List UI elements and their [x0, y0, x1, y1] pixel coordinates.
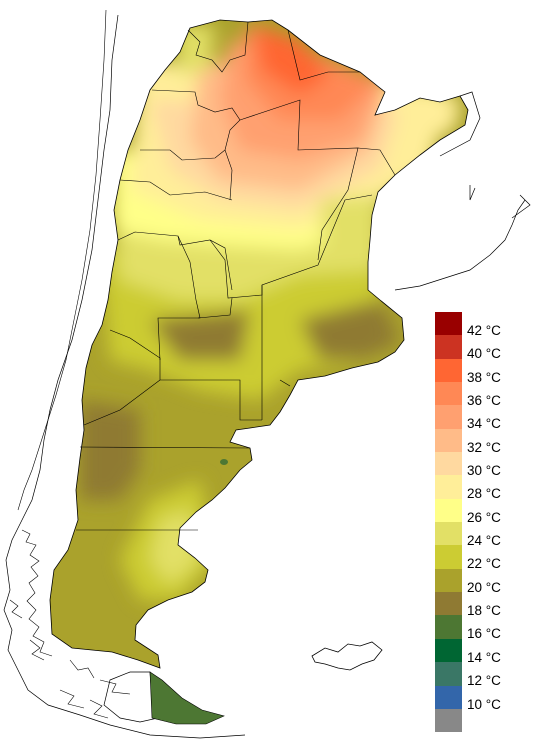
- legend-item: 30 °C: [435, 452, 535, 479]
- legend-swatch: [435, 312, 462, 336]
- tierra-del-fuego-fill: [149, 671, 225, 725]
- legend-label: 28 °C: [467, 486, 501, 502]
- legend-item: 42 °C: [435, 312, 535, 338]
- legend-item: 24 °C: [435, 522, 535, 549]
- legend-swatch: [435, 592, 462, 616]
- legend-label: 34 °C: [467, 416, 501, 432]
- legend-swatch: [435, 615, 462, 639]
- legend-swatch: [435, 638, 462, 663]
- uruguay-outline: [394, 185, 531, 291]
- legend-swatch: [435, 545, 462, 569]
- temp-zone-26-mesopotamia: [320, 195, 375, 260]
- temp-zone-28-misiones: [420, 98, 462, 140]
- legend-swatch: [435, 568, 462, 593]
- legend-item: 38 °C: [435, 358, 535, 385]
- legend-label: 42 °C: [467, 323, 501, 338]
- chile-islands: [9, 529, 131, 719]
- legend-label: 12 °C: [467, 673, 501, 689]
- tierra-del-fuego-outline: [103, 671, 159, 723]
- legend-swatch: [435, 452, 462, 476]
- legend-swatch: [435, 335, 462, 359]
- legend-swatch: [435, 475, 462, 499]
- legend-swatch: [435, 382, 462, 406]
- legend-label: 16 °C: [467, 626, 501, 642]
- temp-zone-18: [80, 400, 140, 500]
- legend-label: 18 °C: [467, 603, 501, 619]
- brazil-outline: [439, 91, 481, 157]
- legend-label: 26 °C: [467, 509, 501, 525]
- legend-item: 32 °C: [435, 428, 535, 455]
- legend-item: 26 °C: [435, 498, 535, 525]
- temp-zone-18b: [300, 300, 400, 360]
- legend-swatch: [435, 708, 462, 733]
- legend-swatch: [435, 428, 462, 453]
- temperature-legend: 42 °C 40 °C 38 °C 36 °C 34 °C 32 °C 30 °C 28 °C…: [435, 312, 535, 733]
- legend-item: 36 °C: [435, 382, 535, 409]
- legend-item: 22 °C: [435, 545, 535, 572]
- legend-label: 36 °C: [467, 393, 501, 409]
- legend-item: 14 °C: [435, 638, 535, 665]
- legend-label: 38 °C: [467, 369, 501, 385]
- legend-item: 16 °C: [435, 615, 535, 642]
- legend-label: 22 °C: [467, 556, 501, 572]
- legend-swatch: [435, 358, 462, 383]
- legend-label: 10 °C: [467, 696, 501, 712]
- province-borders: [76, 21, 396, 531]
- legend-item: [435, 708, 535, 733]
- legend-swatch: [435, 522, 462, 546]
- temp-zone-16-valdes: [220, 459, 228, 465]
- legend-item: 18 °C: [435, 592, 535, 619]
- legend-label: 24 °C: [467, 533, 501, 549]
- malvinas-islands: [311, 641, 383, 671]
- legend-item: 28 °C: [435, 475, 535, 502]
- temp-zone-38: [255, 25, 330, 95]
- temp-zone-18c: [150, 310, 250, 360]
- legend-item: 20 °C: [435, 568, 535, 595]
- legend-label: 32 °C: [467, 439, 501, 455]
- legend-label: 40 °C: [467, 346, 501, 362]
- legend-swatch: [435, 685, 462, 709]
- legend-item: 34 °C: [435, 405, 535, 432]
- legend-label: 30 °C: [467, 463, 501, 479]
- legend-item: 10 °C: [435, 685, 535, 712]
- legend-item: 12 °C: [435, 662, 535, 689]
- legend-swatch: [435, 405, 462, 429]
- chile-inner-outline: [17, 9, 107, 511]
- legend-item: 40 °C: [435, 335, 535, 362]
- legend-label: 14 °C: [467, 649, 501, 665]
- chile-outline: [3, 14, 246, 739]
- legend-swatch: [435, 662, 462, 686]
- legend-swatch: [435, 498, 462, 523]
- legend-label: 20 °C: [467, 579, 501, 595]
- argentina-outline: [49, 19, 469, 669]
